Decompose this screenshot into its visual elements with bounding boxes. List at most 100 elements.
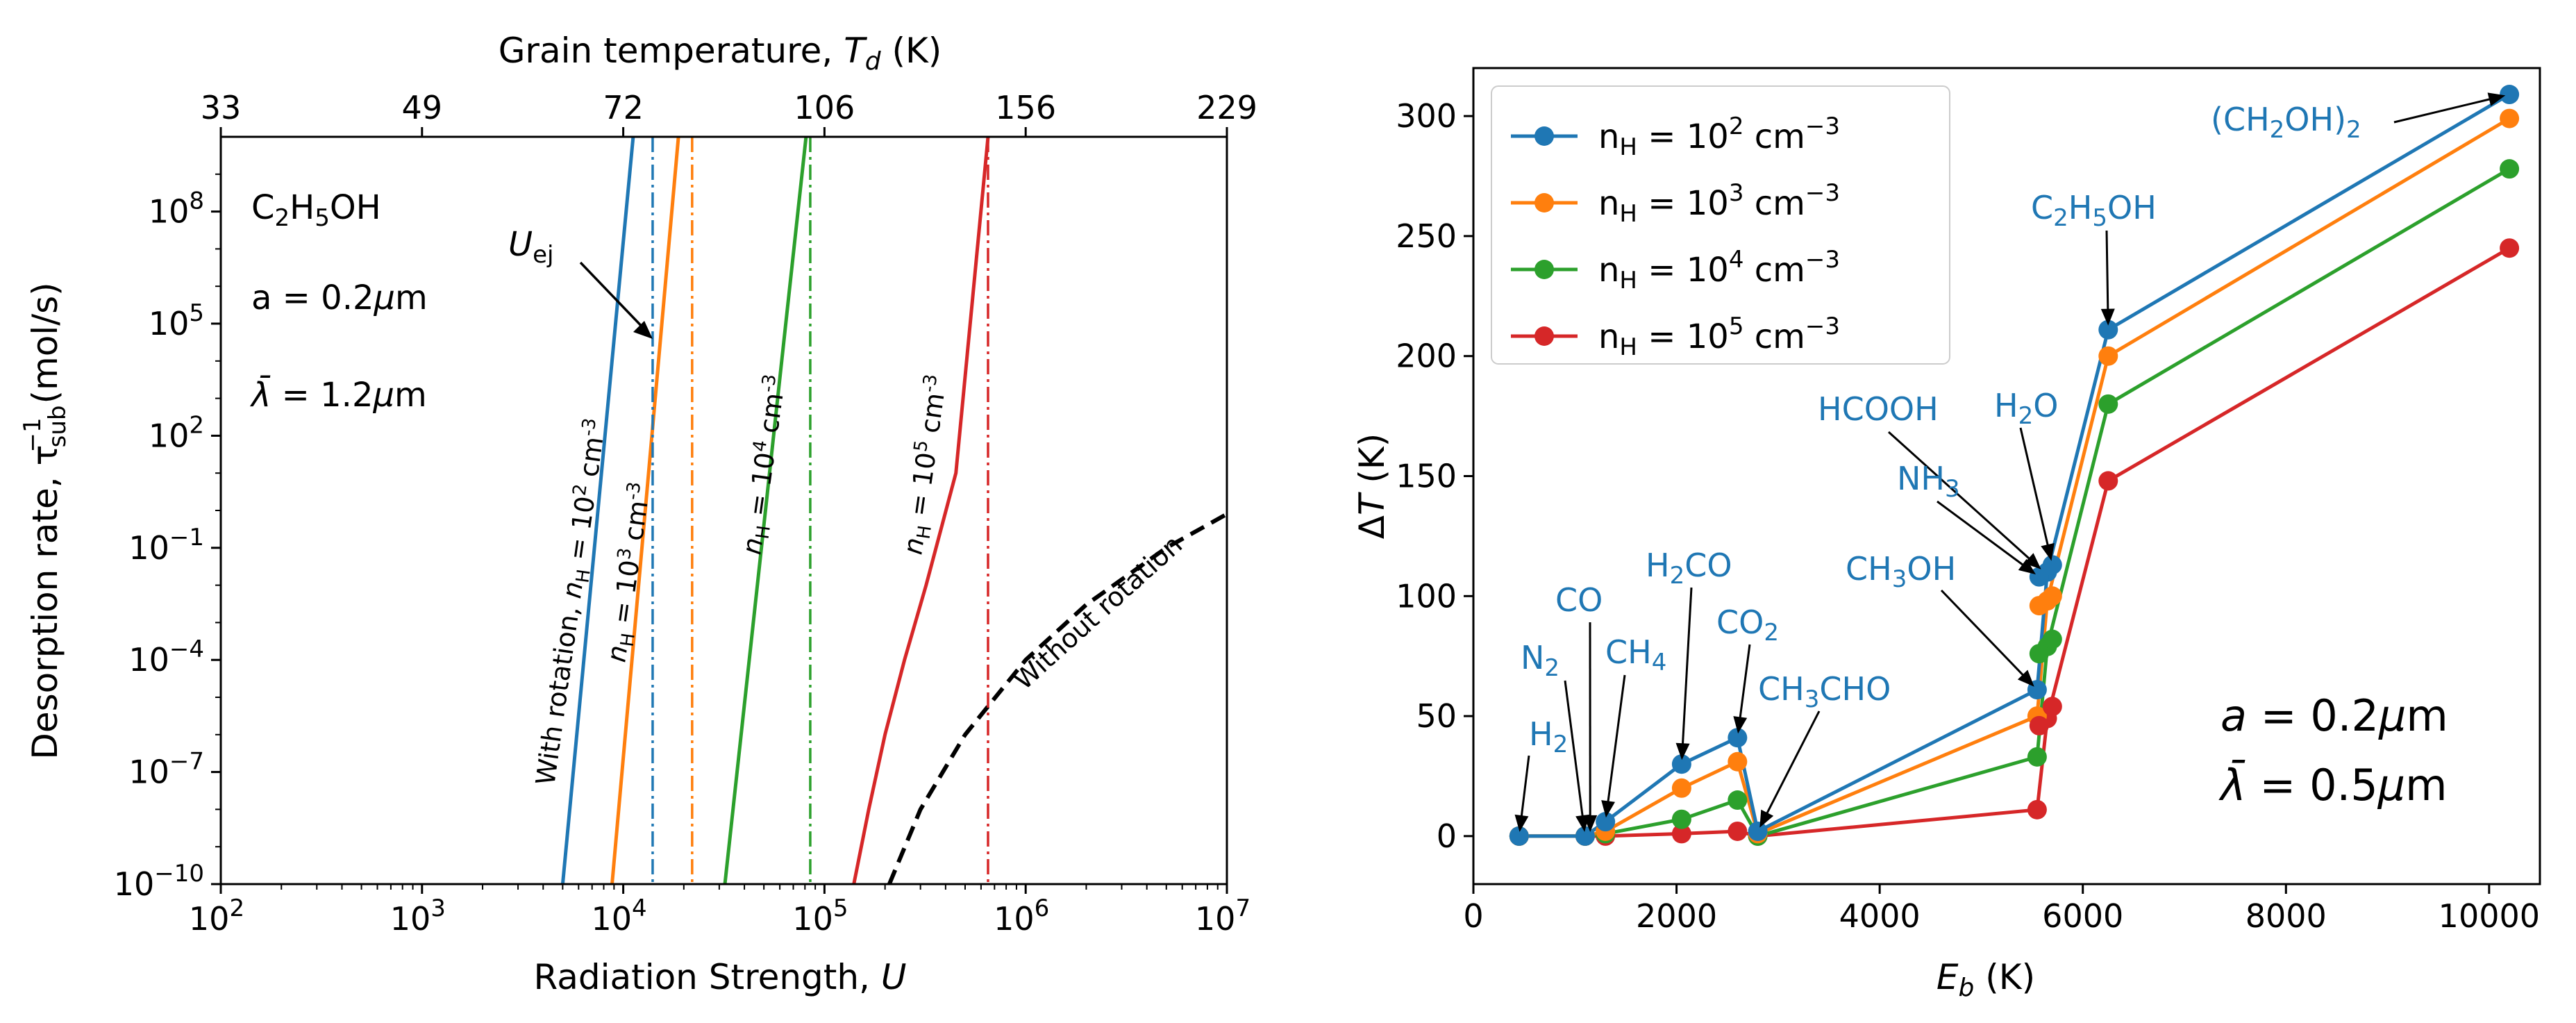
right-point <box>2042 697 2062 717</box>
left-grain-size-label: a = 0.2μm <box>251 278 428 317</box>
left-series-0 <box>560 137 635 884</box>
molecule-arrow <box>1564 680 1584 820</box>
left-series-3 <box>852 137 990 884</box>
right-series-line-1 <box>1519 117 2511 838</box>
molecule-label: CH4 <box>1605 633 1666 676</box>
legend-marker <box>1534 260 1554 279</box>
molecule-arrowhead <box>1601 800 1616 818</box>
right-point <box>1728 751 1748 772</box>
molecule-arrowhead <box>1514 814 1529 832</box>
top-tick-label: 72 <box>603 89 644 126</box>
tick-label: 102 <box>189 895 244 938</box>
tick-label: 105 <box>149 299 204 342</box>
y-tick-label: 150 <box>1396 458 1457 495</box>
right-y-ticks: 0 50 100 150 200 250 300 <box>1396 97 1473 855</box>
left-curve-label-norot: Without rotation <box>1008 529 1189 696</box>
right-wavelength-label: λ̄ = 0.5μm <box>2218 760 2448 810</box>
molecule-arrow <box>1937 500 2027 568</box>
molecule-label: CH3OH <box>1846 550 1956 593</box>
svg-text:Without rotation: Without rotation <box>1008 529 1189 696</box>
molecule-arrow <box>1520 755 1530 820</box>
top-tick-label: 229 <box>1196 89 1257 126</box>
molecule-arrow <box>1764 710 1821 817</box>
molecule-arrow <box>1606 674 1626 806</box>
left-chart: 102 103 104 105 106 107 10−1010−710−410−11021… <box>19 31 1257 997</box>
molecule-label: H2 <box>1529 715 1568 758</box>
x-tick-label: 10000 <box>2439 897 2540 935</box>
left-wavelength-label: λ̄ = 1.2μm <box>249 375 427 415</box>
right-x-ticks: 0 2000 4000 6000 8000 10000 <box>1463 884 2540 935</box>
molecule-label: C2H5OH <box>2031 189 2157 232</box>
molecule-arrowhead <box>1733 716 1748 734</box>
right-series-line-0 <box>1519 92 2511 838</box>
right-point <box>2500 159 2520 179</box>
molecule-arrow <box>1681 587 1693 748</box>
right-legend: nH = 102 cm−3 nH = 103 cm−3 nH = 104 cm−3 n… <box>1491 85 1950 365</box>
right-point <box>2500 238 2520 258</box>
y-tick-label: 250 <box>1396 217 1457 255</box>
left-plot-frame <box>219 135 1228 885</box>
left-curve-label-rot2: With rotation, nH = 102 cm-3 <box>528 417 616 788</box>
molecule-arrowhead <box>2487 92 2506 106</box>
top-tick-label: 49 <box>402 89 443 126</box>
tick-label: 10−7 <box>128 748 204 791</box>
molecule-arrow <box>1940 589 2027 679</box>
left-y-ticks: 10−10 10−7 10−4 10−1 102 105 108 <box>114 173 221 903</box>
tick-label: 106 <box>994 895 1049 938</box>
molecule-label: CO <box>1555 581 1603 619</box>
right-point <box>1748 821 1768 841</box>
x-tick-label: 4000 <box>1839 897 1921 935</box>
right-point <box>2042 555 2062 575</box>
right-point <box>2500 108 2520 128</box>
svg-text:nH = 105 cm-3: nH = 105 cm-3 <box>896 373 957 557</box>
legend-marker <box>1534 326 1554 346</box>
right-point <box>2098 319 2118 340</box>
legend-label: nH = 104 cm−3 <box>1598 246 1840 294</box>
tick-label: 10−10 <box>114 860 204 903</box>
left-uej-label: Uej <box>508 225 554 269</box>
legend-label: nH = 103 cm−3 <box>1598 179 1840 228</box>
svg-text:nH = 103 cm-3: nH = 103 cm-3 <box>599 481 660 665</box>
left-curves <box>560 137 1227 884</box>
right-point <box>1728 728 1748 748</box>
right-series-lines <box>1519 92 2511 838</box>
tick-label: 10−4 <box>128 635 204 679</box>
right-point <box>2042 629 2062 649</box>
right-point <box>1671 824 1691 844</box>
svg-text:With rotation, nH = 102 cm-3: With rotation, nH = 102 cm-3 <box>528 417 616 788</box>
left-series-2 <box>723 137 808 884</box>
right-point <box>1728 790 1748 810</box>
svg-text:nH = 104 cm-3: nH = 104 cm-3 <box>735 373 796 557</box>
right-x-axis-label: Eb (K) <box>1937 957 2035 1002</box>
tick-label: 105 <box>792 895 848 938</box>
right-point <box>2500 85 2520 105</box>
molecule-arrow <box>1887 431 2033 562</box>
tick-label: 107 <box>1195 895 1251 938</box>
left-top-ticks: 33 49 72 106 156 229 <box>201 89 1257 137</box>
left-y-axis-label: Desorption rate, τsub−1 (mol/s) <box>19 282 72 759</box>
right-point <box>1671 754 1691 774</box>
right-point <box>1509 826 1529 846</box>
left-curve-label-n4: nH = 104 cm-3 <box>735 373 796 557</box>
molecule-arrow <box>2019 427 2050 549</box>
molecule-label: CO2 <box>1716 604 1779 647</box>
y-tick-label: 0 <box>1437 817 1457 855</box>
molecule-arrow <box>2105 230 2109 313</box>
top-tick-label: 156 <box>995 89 1056 126</box>
tick-label: 108 <box>149 188 204 231</box>
left-x-ticks: 102 103 104 105 106 107 <box>189 884 1251 938</box>
right-y-axis-label: ΔT (K) <box>1352 433 1392 539</box>
tick-label: 104 <box>592 895 647 938</box>
x-tick-label: 2000 <box>1636 897 1717 935</box>
molecule-label: NH3 <box>1897 460 1960 503</box>
y-tick-label: 50 <box>1416 697 1457 735</box>
left-molecule-label: C2H5OH <box>251 188 381 232</box>
legend-marker <box>1534 126 1554 146</box>
right-point <box>1728 821 1748 841</box>
left-uej-arrow <box>579 261 649 333</box>
top-tick-label: 106 <box>794 89 855 126</box>
molecule-arrowhead <box>2041 542 2055 561</box>
molecule-label: HCOOH <box>1818 390 1939 428</box>
